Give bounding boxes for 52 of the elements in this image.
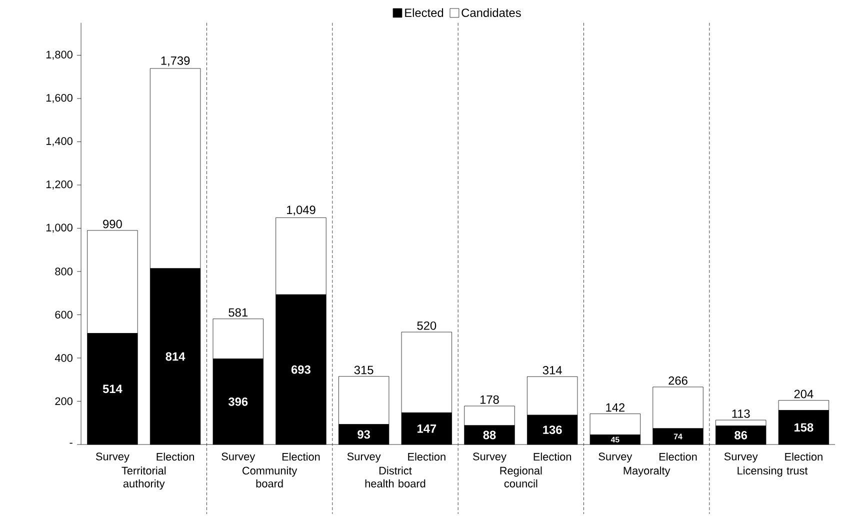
total-label: 314 (542, 366, 562, 374)
x-tick-label: Election (660, 452, 697, 461)
total-label: 520 (417, 321, 436, 330)
y-tick-label: 1,600 (46, 94, 72, 104)
total-label: 142 (606, 403, 625, 412)
data-label: 136 (543, 426, 562, 434)
text: Territorial authority (122, 466, 166, 490)
x-tick-label: Survey (598, 452, 632, 463)
x-tick-label: Survey (724, 452, 758, 463)
x-tick-label: Election (282, 452, 320, 461)
y-tick-label: - (70, 442, 72, 444)
data-label: 147 (417, 424, 436, 433)
x-tick-label: Survey (96, 452, 130, 463)
data-label: 814 (166, 352, 186, 361)
x-tick-label: Survey (473, 452, 506, 463)
text: Licensing trust (738, 466, 808, 477)
y-tick-label: 600 (55, 310, 72, 319)
data-label: 93 (358, 430, 370, 439)
x-tick-label: Election (156, 452, 194, 461)
data-label: 86 (734, 431, 748, 440)
total-label: 581 (228, 308, 248, 317)
x-tick-label: Election (534, 452, 572, 461)
data-label: 88 (483, 430, 496, 440)
x-tick-label: Survey (347, 452, 381, 463)
data-label: 158 (794, 423, 814, 432)
y-tick-label: 1,400 (46, 137, 72, 146)
x-tick-label: Election (785, 452, 822, 461)
total-label: 1,739 (161, 56, 190, 66)
x-tick-label: Survey (222, 452, 256, 463)
y-tick-label: 1,200 (46, 180, 72, 190)
total-label: 315 (354, 366, 374, 374)
legend-label: Elected (405, 8, 444, 18)
total-label: 113 (732, 409, 750, 418)
text: Community board (242, 466, 298, 488)
total-label: 266 (668, 376, 688, 385)
total-label: 1,049 (286, 206, 316, 216)
total-label: 178 (480, 395, 499, 404)
total-label: 990 (103, 220, 122, 228)
legend-label: Candidates (462, 8, 521, 18)
y-tick-label: 1,000 (46, 224, 72, 233)
data-label: 514 (102, 384, 122, 394)
x-tick-label: Election (408, 452, 446, 461)
data-label: 396 (228, 397, 248, 406)
y-tick-label: 400 (54, 354, 72, 362)
y-tick-label: 1,800 (46, 50, 72, 60)
y-tick-label: 200 (55, 397, 72, 406)
data-label: 693 (291, 365, 310, 374)
text: Regional council (500, 466, 542, 488)
y-tick-label: 800 (55, 268, 72, 276)
text: District health board (365, 466, 426, 488)
text: Mayoralty (624, 466, 670, 477)
total-label: 204 (794, 390, 814, 398)
